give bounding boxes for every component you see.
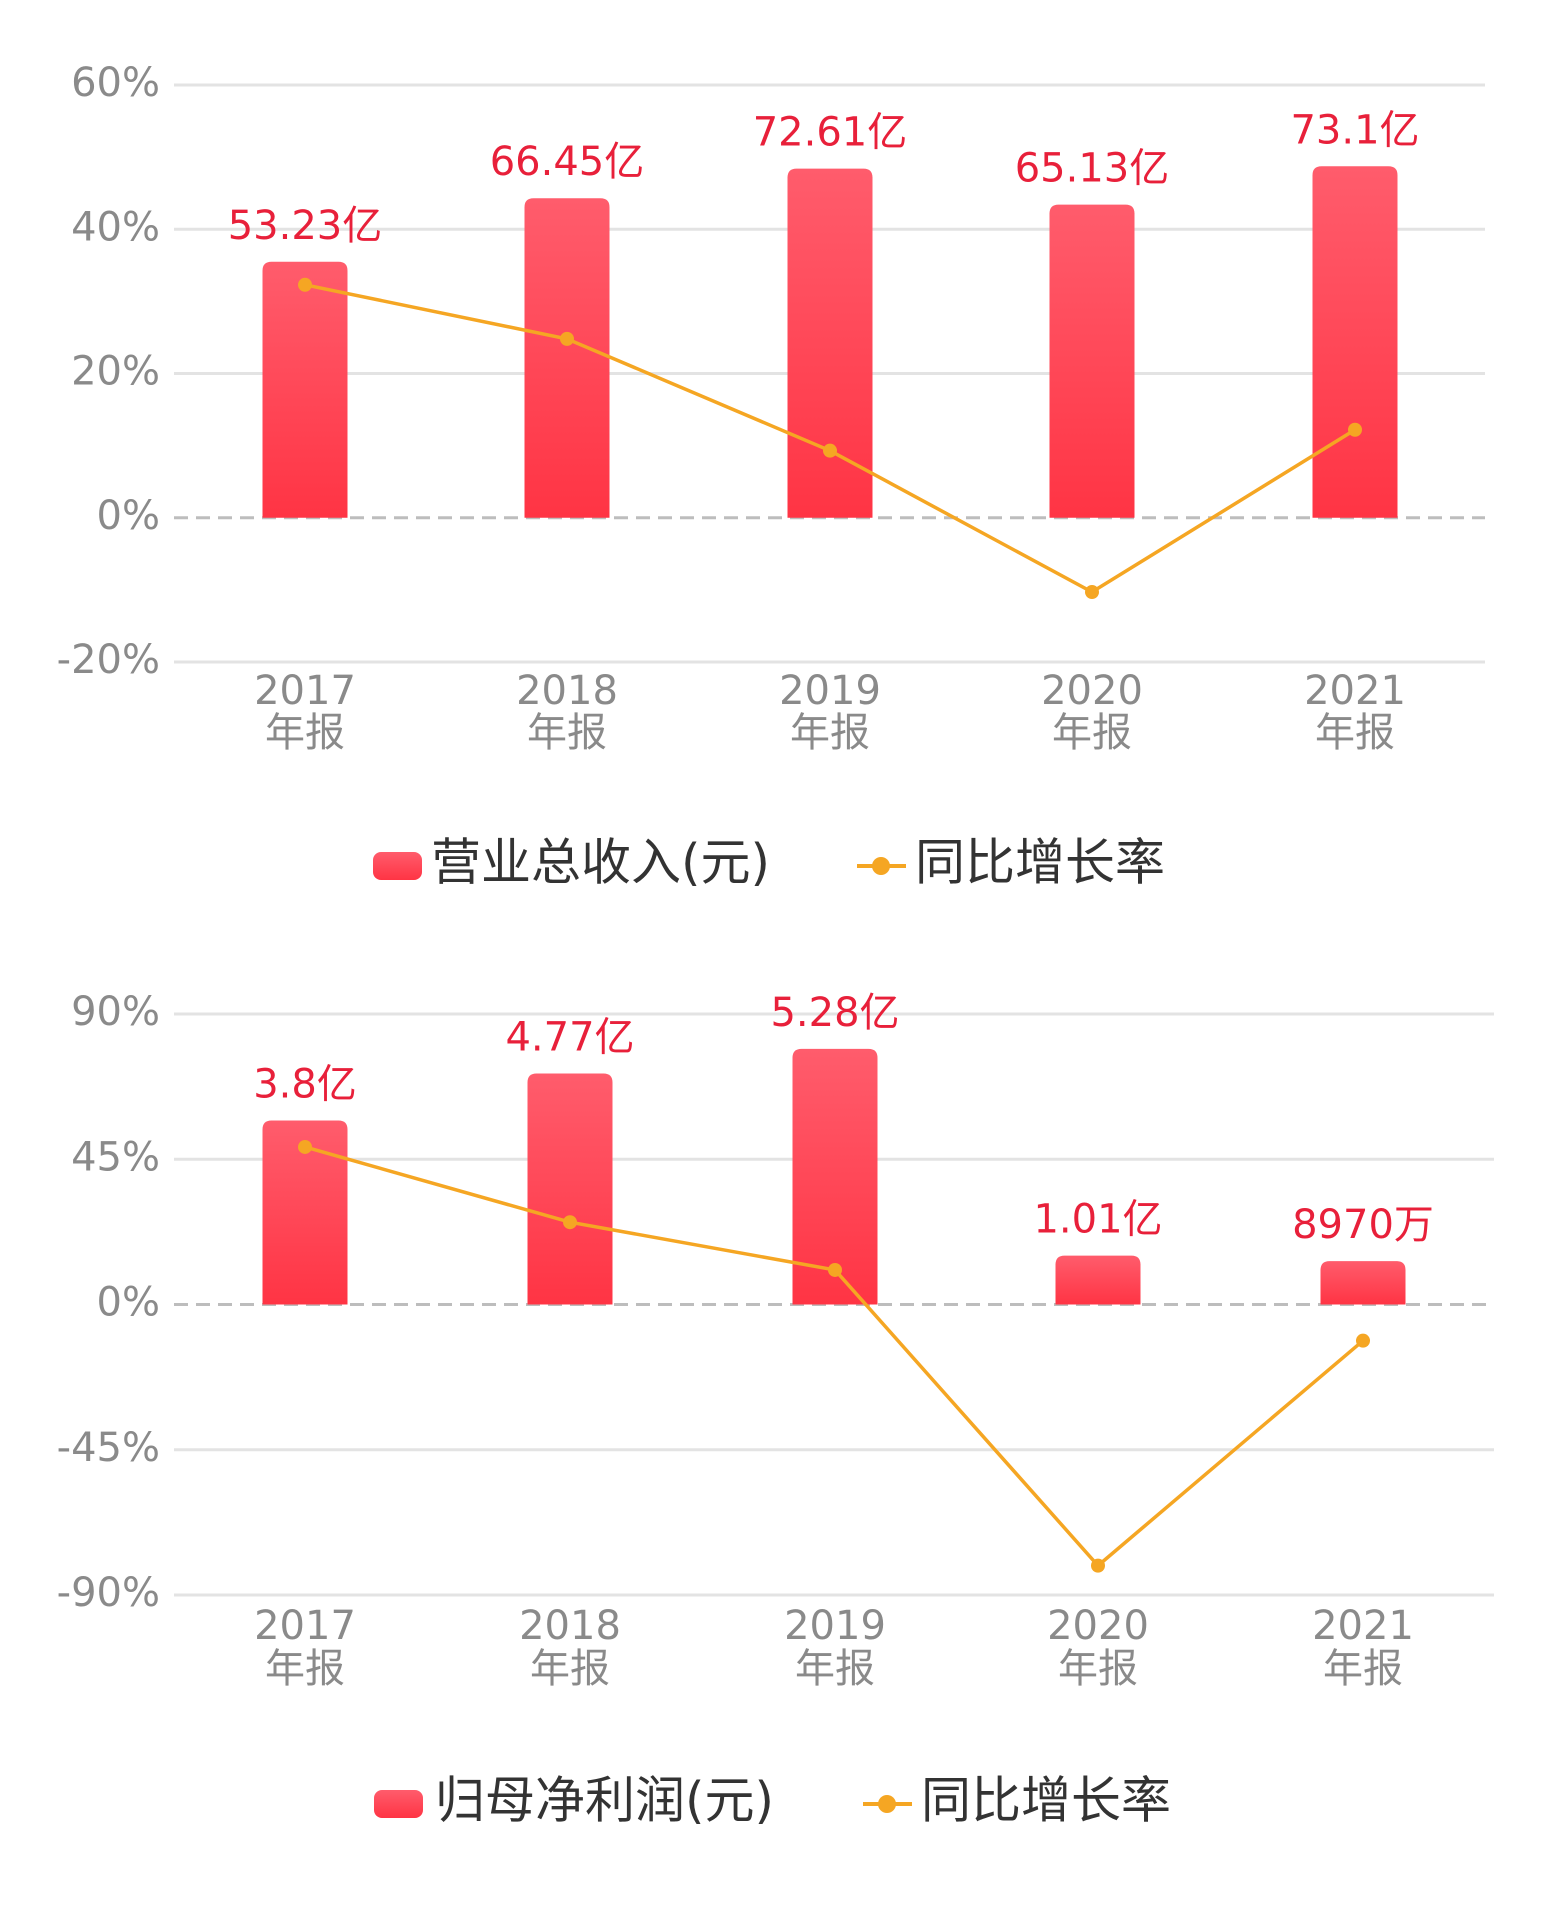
line-point bbox=[563, 1215, 577, 1230]
value-label: 73.1亿 bbox=[1290, 107, 1419, 153]
line-point bbox=[298, 277, 312, 292]
y-tick-label: -45% bbox=[57, 1425, 160, 1471]
x-tick-label: 年报 bbox=[1315, 710, 1395, 756]
value-label: 5.28亿 bbox=[770, 990, 899, 1036]
value-label: 8970万 bbox=[1292, 1202, 1434, 1248]
value-label: 65.13亿 bbox=[1015, 146, 1170, 192]
bar bbox=[1055, 1255, 1141, 1305]
x-tick-label: 年报 bbox=[265, 710, 345, 756]
legend-swatch bbox=[373, 852, 422, 880]
bar bbox=[1320, 1261, 1406, 1305]
value-label: 72.61亿 bbox=[753, 110, 908, 156]
bar bbox=[262, 261, 348, 518]
legend-swatch bbox=[872, 857, 890, 875]
bar bbox=[787, 168, 873, 518]
bar bbox=[792, 1048, 878, 1305]
bar bbox=[1049, 204, 1135, 518]
x-tick-label: 2021 bbox=[1304, 668, 1406, 714]
legend-label: 营业总收入(元) bbox=[431, 834, 770, 892]
line-point bbox=[298, 1139, 312, 1154]
x-tick-label: 2019 bbox=[779, 668, 881, 714]
legend-label: 归母净利润(元) bbox=[435, 1772, 774, 1830]
bar bbox=[1312, 166, 1398, 518]
x-tick-label: 年报 bbox=[265, 1646, 345, 1692]
y-tick-label: 0% bbox=[97, 493, 160, 539]
x-tick-label: 2018 bbox=[516, 668, 618, 714]
y-tick-label: -20% bbox=[57, 637, 160, 683]
legend-swatch bbox=[374, 1790, 423, 1818]
value-label: 66.45亿 bbox=[490, 139, 645, 185]
y-tick-label: 60% bbox=[71, 60, 160, 106]
line-point bbox=[1356, 1333, 1370, 1348]
y-tick-label: -90% bbox=[57, 1570, 160, 1616]
y-tick-label: 90% bbox=[71, 989, 160, 1035]
legend-label: 同比增长率 bbox=[921, 1772, 1171, 1830]
x-tick-label: 2021 bbox=[1312, 1603, 1414, 1649]
bar bbox=[527, 1073, 613, 1305]
x-tick-label: 年报 bbox=[1052, 710, 1132, 756]
line-point bbox=[1085, 585, 1099, 600]
y-tick-label: 45% bbox=[71, 1134, 160, 1180]
x-tick-label: 年报 bbox=[795, 1646, 875, 1692]
value-label: 4.77亿 bbox=[505, 1015, 634, 1061]
x-tick-label: 年报 bbox=[790, 710, 870, 756]
legend-label: 同比增长率 bbox=[915, 834, 1165, 892]
line-point bbox=[560, 331, 574, 346]
x-tick-label: 2018 bbox=[519, 1603, 621, 1649]
line-point bbox=[828, 1262, 842, 1277]
x-tick-label: 年报 bbox=[530, 1646, 610, 1692]
line-point bbox=[823, 443, 837, 458]
y-tick-label: 0% bbox=[97, 1280, 160, 1326]
value-label: 3.8亿 bbox=[253, 1062, 357, 1108]
x-tick-label: 2020 bbox=[1047, 1603, 1149, 1649]
value-label: 1.01亿 bbox=[1033, 1197, 1162, 1243]
line-point bbox=[1091, 1558, 1105, 1573]
bar bbox=[524, 198, 610, 518]
x-tick-label: 2017 bbox=[254, 668, 356, 714]
x-tick-label: 年报 bbox=[527, 710, 607, 756]
x-tick-label: 年报 bbox=[1058, 1646, 1138, 1692]
line-point bbox=[1348, 422, 1362, 437]
value-label: 53.23亿 bbox=[228, 203, 383, 249]
bar bbox=[262, 1120, 348, 1305]
x-tick-label: 2017 bbox=[254, 1603, 356, 1649]
y-tick-label: 40% bbox=[71, 204, 160, 250]
y-tick-label: 20% bbox=[71, 349, 160, 395]
x-tick-label: 2019 bbox=[784, 1603, 886, 1649]
legend-swatch bbox=[878, 1795, 896, 1813]
x-tick-label: 2020 bbox=[1041, 668, 1143, 714]
x-tick-label: 年报 bbox=[1323, 1646, 1403, 1692]
